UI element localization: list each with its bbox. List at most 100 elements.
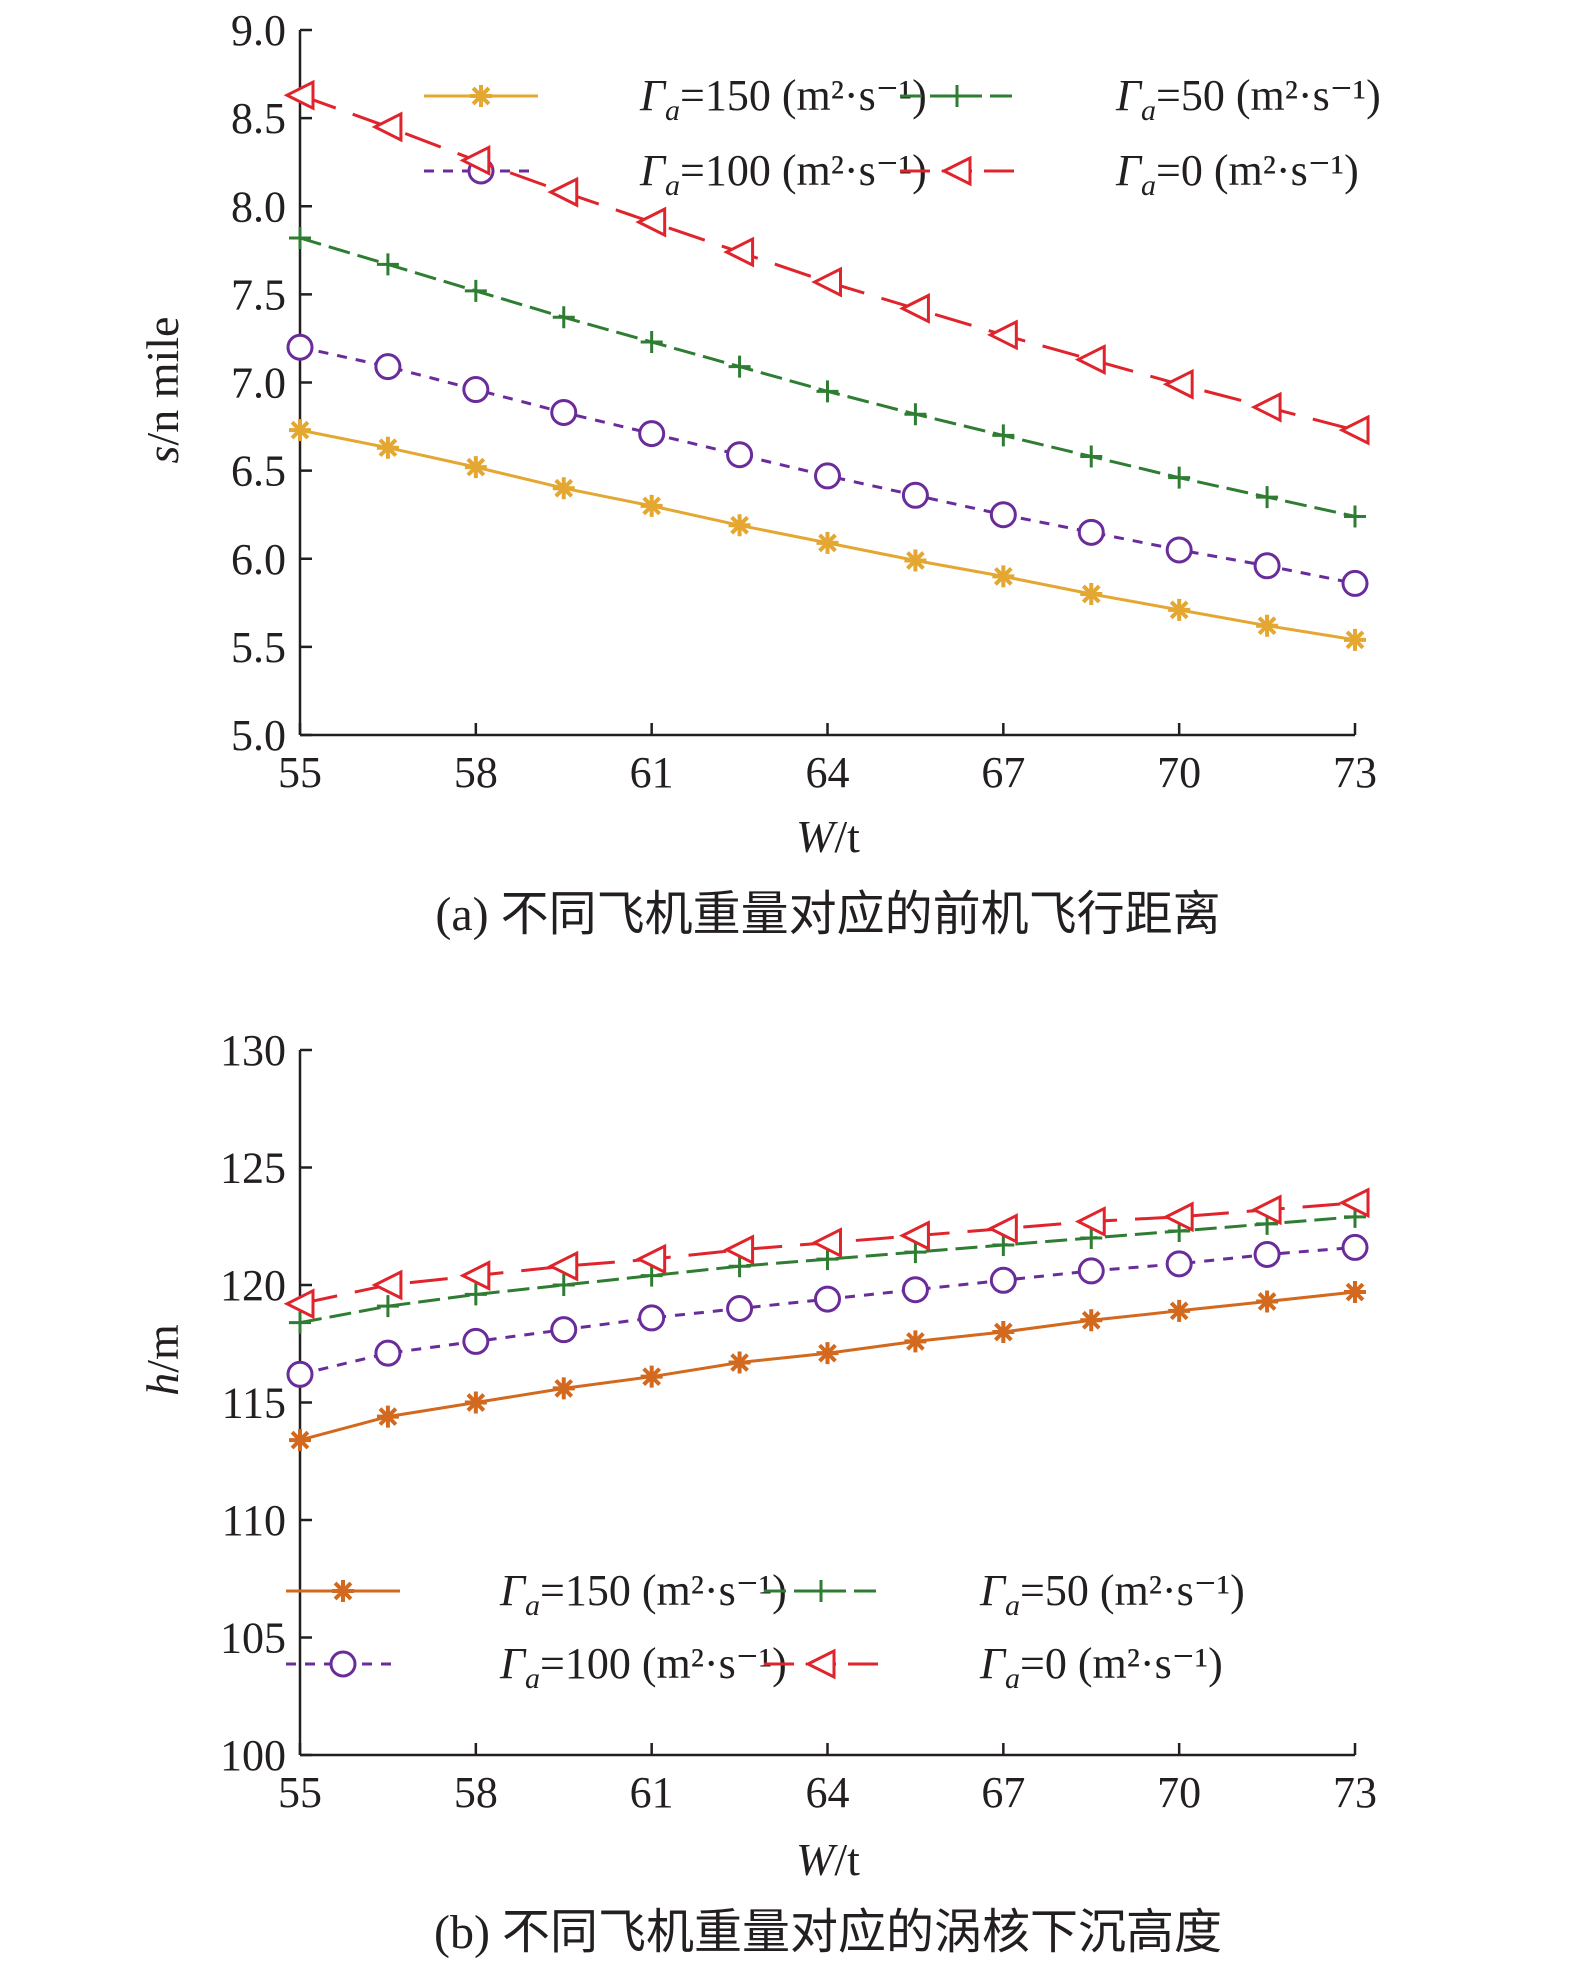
data-point [286,333,314,361]
data-point [723,236,755,268]
data-point [640,1264,663,1287]
data-point [640,330,663,353]
data-point [638,1304,666,1332]
x-tick-label: 61 [630,1768,674,1817]
x-tick-label: 64 [806,1768,850,1817]
y-tick-label: 100 [220,1731,286,1780]
data-point [283,79,315,111]
data-point [552,1377,575,1400]
y-tick-label: 6.0 [231,535,286,584]
data-point [1080,445,1103,468]
data-point [728,1351,751,1374]
data-point [289,419,311,442]
data-point [1168,1299,1191,1322]
data-point [1080,1309,1103,1332]
x-axis-label: W/t [796,811,860,862]
data-point [547,176,579,208]
data-point [1250,391,1282,423]
data-point [723,1234,755,1266]
data-point [1344,1281,1366,1304]
legend-label: Γa=50 (m²·s⁻¹) [979,1566,1245,1622]
data-point [547,1250,579,1282]
legend-label: Γa=150 (m²·s⁻¹) [639,71,927,127]
y-tick-label: 8.0 [231,182,286,231]
data-point [1074,344,1106,376]
data-point [1168,598,1191,621]
data-point [1338,414,1370,446]
legend-marker [940,155,972,187]
y-tick-label: 120 [220,1261,286,1310]
data-point [459,1260,491,1292]
y-tick-label: 105 [220,1614,286,1663]
legend-marker [470,85,492,107]
data-point [1080,583,1103,605]
y-tick-label: 5.5 [231,623,286,672]
data-point [726,1295,754,1322]
data-point [901,481,929,509]
x-tick-label: 73 [1333,1768,1377,1817]
y-tick-label: 7.0 [231,359,286,408]
data-point [464,1391,487,1414]
legend-label: Γa=50 (m²·s⁻¹) [1115,71,1381,127]
x-tick-label: 67 [981,1768,1025,1817]
data-point [728,514,751,537]
data-point [371,111,403,143]
data-point [992,1234,1015,1257]
data-point [1074,1206,1106,1237]
data-point [899,293,930,324]
data-point [376,1295,399,1318]
y-tick-label: 8.5 [231,94,286,143]
data-point [904,1330,927,1353]
data-point [286,1360,314,1388]
chart-caption: (b) 不同飞机重量对应的涡核下沉高度 [434,1906,1222,1959]
x-tick-label: 73 [1333,748,1377,797]
x-tick-label: 67 [981,748,1025,797]
y-tick-label: 110 [222,1496,286,1545]
data-point [1250,1194,1282,1226]
legend-marker [329,1650,357,1678]
data-point [638,420,666,448]
data-point [1080,1227,1103,1249]
chart-caption: (a) 不同飞机重量对应的前机飞行距离 [435,888,1220,941]
data-point [1168,466,1191,489]
data-point [811,266,842,298]
y-axis-label: h/m [137,1324,188,1396]
data-point [899,1220,930,1252]
chart-b: 100 105 110 115 120 125 130 55 58 61 64 67 70 73 W/t h/… [137,1026,1377,1959]
x-axis-label: W/t [796,1834,860,1885]
data-point [904,1241,927,1264]
data-point [816,531,839,554]
x-tick-label: 64 [806,748,850,797]
y-tick-label: 9.0 [231,6,286,55]
data-point [289,1429,311,1452]
data-point [640,494,663,517]
data-point [1344,628,1366,651]
data-point [640,1365,663,1388]
data-point [550,1316,578,1344]
x-tick-label: 58 [454,1768,498,1817]
data-point [552,1274,575,1296]
data-point [459,144,491,176]
data-point [986,319,1018,351]
data-point [986,1213,1018,1245]
data-point [728,1255,751,1278]
legend-marker [332,1580,354,1602]
legend-label: Γa=100 (m²·s⁻¹) [499,1639,787,1695]
data-point [811,1227,842,1259]
x-tick-label: 70 [1157,748,1201,797]
data-point [992,565,1015,588]
data-point [992,1321,1015,1343]
data-point [1162,1201,1194,1233]
data-point [462,376,490,404]
data-point [904,403,927,426]
data-point [1162,368,1194,400]
y-tick-label: 6.5 [231,447,286,496]
legend-marker [804,1648,836,1680]
data-point [1077,518,1105,546]
data-point [635,1243,667,1275]
legend-label: Γa=0 (m²·s⁻¹) [1115,146,1359,202]
data-point [289,1311,311,1334]
data-point [901,1276,929,1304]
data-point [374,1339,402,1367]
data-point [1165,1250,1193,1278]
